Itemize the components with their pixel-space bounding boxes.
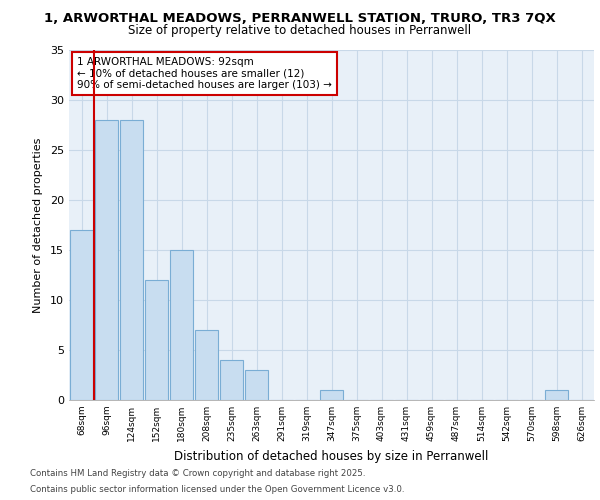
- X-axis label: Distribution of detached houses by size in Perranwell: Distribution of detached houses by size …: [175, 450, 488, 462]
- Text: Contains HM Land Registry data © Crown copyright and database right 2025.: Contains HM Land Registry data © Crown c…: [30, 468, 365, 477]
- Bar: [245, 370, 268, 400]
- Bar: [545, 390, 568, 400]
- Text: Contains public sector information licensed under the Open Government Licence v3: Contains public sector information licen…: [30, 485, 404, 494]
- Text: 1 ARWORTHAL MEADOWS: 92sqm
← 10% of detached houses are smaller (12)
90% of semi: 1 ARWORTHAL MEADOWS: 92sqm ← 10% of deta…: [77, 57, 332, 90]
- Bar: [320, 390, 343, 400]
- Bar: [194, 330, 218, 400]
- Text: 1, ARWORTHAL MEADOWS, PERRANWELL STATION, TRURO, TR3 7QX: 1, ARWORTHAL MEADOWS, PERRANWELL STATION…: [44, 12, 556, 26]
- Bar: [220, 360, 244, 400]
- Bar: [95, 120, 118, 400]
- Bar: [119, 120, 143, 400]
- Bar: [70, 230, 94, 400]
- Bar: [170, 250, 193, 400]
- Y-axis label: Number of detached properties: Number of detached properties: [33, 138, 43, 312]
- Bar: [145, 280, 169, 400]
- Text: Size of property relative to detached houses in Perranwell: Size of property relative to detached ho…: [128, 24, 472, 37]
